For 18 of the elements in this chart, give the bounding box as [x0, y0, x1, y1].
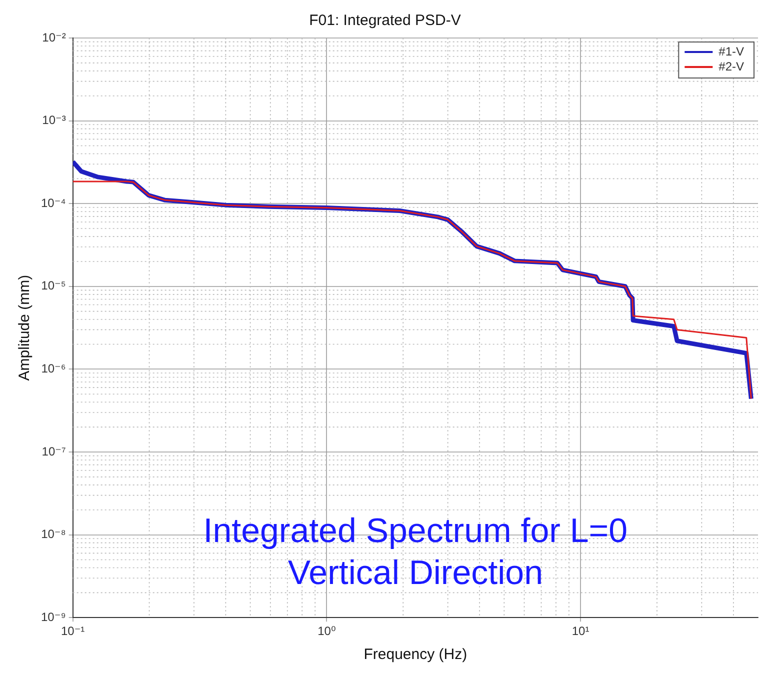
y-tick-label: 10⁻⁸: [41, 527, 66, 542]
x-axis-title: Frequency (Hz): [364, 646, 468, 664]
y-tick-label: 10⁻⁷: [42, 444, 66, 458]
y-tick-label: 10⁻⁶: [41, 362, 66, 376]
legend-label: #2-V: [718, 59, 744, 74]
annotation: Vertical Direction: [288, 554, 543, 592]
y-tick-label: 10⁻⁵: [41, 278, 66, 293]
x-tick-label: 10⁻¹: [60, 624, 85, 638]
chart-title: F01: Integrated PSD-V: [309, 12, 461, 30]
legend-label: #1-V: [718, 44, 744, 58]
x-tick-label: 10¹: [572, 624, 590, 638]
y-tick-label: 10⁻⁹: [41, 610, 66, 624]
y-axis-title: Amplitude (mm): [16, 274, 34, 381]
y-tick-label: 10⁻⁴: [40, 196, 66, 210]
y-tick-label: 10⁻²: [42, 30, 66, 44]
y-tick-label: 10⁻³: [42, 113, 66, 128]
x-tick-label: 10⁰: [318, 624, 336, 638]
annotation: Integrated Spectrum for L=0: [203, 512, 628, 550]
